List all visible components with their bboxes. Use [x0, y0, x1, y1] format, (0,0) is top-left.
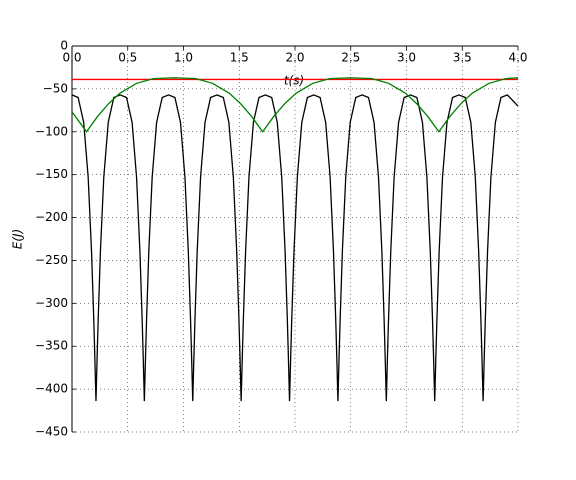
y-tick-label: −450: [35, 425, 68, 439]
y-tick-label: 0: [60, 39, 68, 53]
y-tick-label: −250: [35, 253, 68, 267]
x-tick-label: 4.0: [508, 51, 527, 65]
x-tick-label: 3.0: [397, 51, 416, 65]
line-series: [71, 94, 519, 402]
y-tick-label: −100: [35, 124, 68, 138]
x-tick-label: 2.0: [285, 51, 304, 65]
x-tick-label: 2.5: [341, 51, 360, 65]
y-tick-label: −200: [35, 210, 68, 224]
x-tick-label: 0.5: [118, 51, 137, 65]
x-axis-label: t(s): [284, 74, 304, 88]
y-tick-label: −50: [43, 81, 68, 95]
y-tick-label: −400: [35, 382, 68, 396]
x-tick-label: 1.5: [230, 51, 249, 65]
y-tick-label: −350: [35, 339, 68, 353]
y-tick-label: −300: [35, 296, 68, 310]
y-axis-label: E(J): [11, 229, 25, 249]
line-series: [71, 77, 519, 133]
y-tick-label: −150: [35, 167, 68, 181]
x-tick-label: 1.0: [174, 51, 193, 65]
x-tick-label: 3.5: [453, 51, 472, 65]
